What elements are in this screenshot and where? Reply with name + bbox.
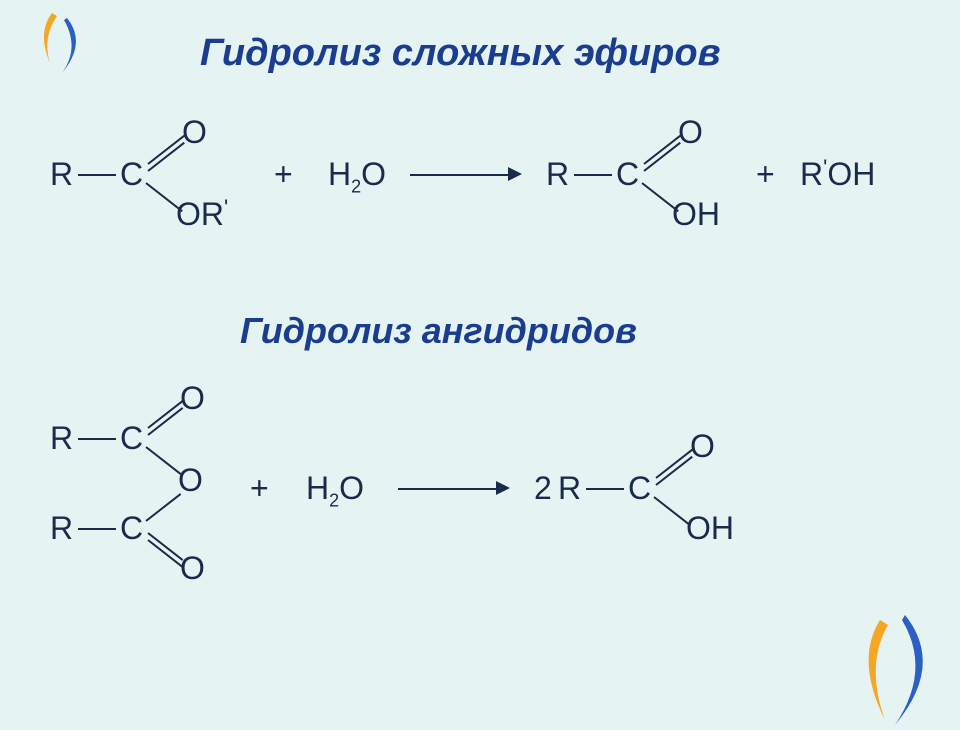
bond bbox=[655, 449, 692, 479]
bond bbox=[78, 528, 116, 530]
plus: + bbox=[250, 470, 269, 507]
bond bbox=[643, 135, 680, 165]
bond bbox=[78, 174, 116, 176]
atom-O: O bbox=[180, 380, 205, 417]
roh: R'OH bbox=[800, 156, 875, 193]
plus: + bbox=[274, 156, 293, 193]
atom-R: R bbox=[558, 470, 581, 507]
atom-C: C bbox=[616, 156, 639, 193]
bond bbox=[147, 539, 183, 568]
atom-O: O bbox=[690, 428, 715, 465]
atom-R: R bbox=[50, 510, 73, 547]
arrow-head bbox=[496, 481, 510, 495]
arrow bbox=[398, 488, 498, 490]
atom-O: O bbox=[678, 114, 703, 151]
title-anhydride: Гидролиз ангидридов bbox=[240, 310, 637, 352]
atom-C: C bbox=[628, 470, 651, 507]
atom-O: O bbox=[178, 462, 203, 499]
bond bbox=[78, 438, 116, 440]
bond bbox=[147, 142, 184, 172]
bond bbox=[586, 488, 624, 490]
arrow-head bbox=[508, 167, 522, 181]
bond bbox=[145, 493, 181, 522]
atom-O: O bbox=[182, 114, 207, 151]
bond bbox=[574, 174, 612, 176]
atom-OR: OR' bbox=[176, 196, 228, 233]
atom-C: C bbox=[120, 156, 143, 193]
ester-reaction: R C O OR' + H2O R C O OH + R'OH bbox=[50, 110, 910, 270]
atom-O: O bbox=[180, 550, 205, 587]
title-ester: Гидролиз сложных эфиров bbox=[200, 32, 721, 75]
atom-R: R bbox=[546, 156, 569, 193]
bond bbox=[655, 456, 692, 486]
atom-OH: OH bbox=[686, 510, 734, 547]
coeff-2: 2 bbox=[534, 470, 552, 507]
atom-OH: OH bbox=[672, 196, 720, 233]
h2o: H2O bbox=[306, 470, 364, 511]
plus: + bbox=[756, 156, 775, 193]
bond bbox=[145, 446, 181, 475]
bond bbox=[147, 400, 183, 429]
bond bbox=[643, 142, 680, 172]
bond bbox=[147, 532, 183, 561]
anhydride-reaction: R C O O C R O + H2O 2 R C O OH bbox=[50, 390, 910, 650]
atom-C: C bbox=[120, 510, 143, 547]
bond bbox=[147, 135, 184, 165]
atom-R: R bbox=[50, 156, 73, 193]
logo-top-icon bbox=[32, 8, 92, 78]
h2o: H2O bbox=[328, 156, 386, 197]
atom-C: C bbox=[120, 420, 143, 457]
atom-R: R bbox=[50, 420, 73, 457]
arrow bbox=[410, 174, 510, 176]
